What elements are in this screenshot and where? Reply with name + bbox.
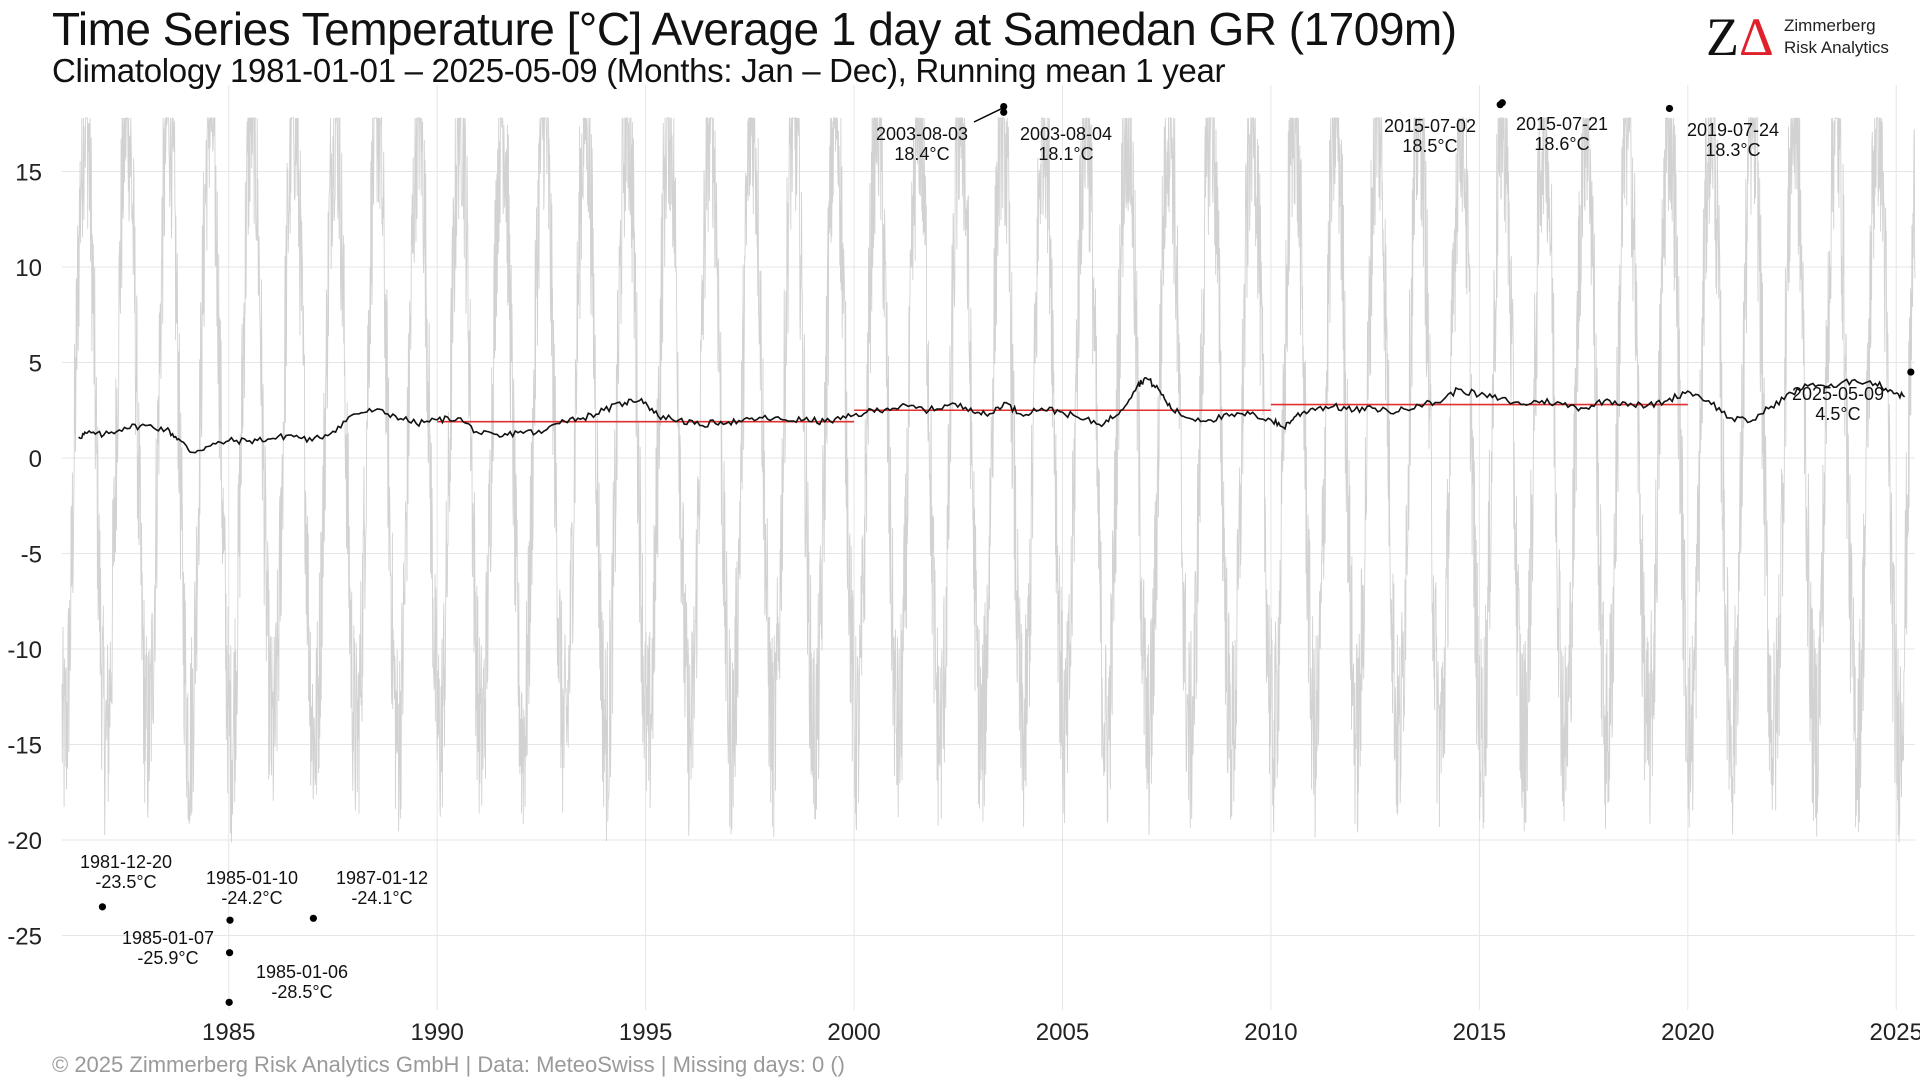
extreme-point — [226, 916, 234, 924]
y-tick-label: 10 — [15, 255, 42, 282]
annotation-date: 2003-08-04 — [1020, 124, 1112, 144]
y-tick-label: -5 — [21, 542, 42, 569]
annotation-value: 18.1°C — [1038, 144, 1093, 164]
daily-temperature-series — [61, 117, 1916, 843]
annotation-value: 18.3°C — [1705, 140, 1760, 160]
y-tick-label: 5 — [29, 351, 42, 378]
extreme-point — [1000, 108, 1008, 116]
y-tick-label: -25 — [7, 924, 42, 951]
extreme-point — [225, 998, 233, 1006]
y-tick-label: -15 — [7, 733, 42, 760]
extreme-point — [1907, 368, 1915, 376]
annotation-date: 2019-07-24 — [1687, 120, 1779, 140]
y-tick-label: -10 — [7, 637, 42, 664]
axis-tick-labels: -25 -20 -15 -10 -5 0 5 10 15 1985 1990 1995 2000 2005… — [7, 160, 1920, 1047]
y-tick-label: 0 — [29, 446, 42, 473]
daily-temperature-line — [61, 117, 1916, 843]
extreme-point — [1498, 99, 1506, 107]
annotation-date: 2015-07-02 — [1384, 116, 1476, 136]
logo-delta: Δ — [1739, 7, 1774, 67]
x-tick-label: 2015 — [1453, 1019, 1506, 1046]
chart-title: Time Series Temperature [°C] Average 1 d… — [52, 3, 1457, 55]
annotation-date: 1981-12-20 — [80, 852, 172, 872]
annotation-date: 2003-08-03 — [876, 124, 968, 144]
company-logo: ZΔ Zimmerberg Risk Analytics — [1706, 10, 1906, 64]
annotation-value: -28.5°C — [271, 982, 332, 1002]
annotation-value: 18.6°C — [1534, 134, 1589, 154]
extreme-annotations: 1981-12-20-23.5°C 1985-01-10-24.2°C 1987-0… — [80, 99, 1915, 1006]
annotation-date: 1985-01-06 — [256, 962, 348, 982]
footer-credits: © 2025 Zimmerberg Risk Analytics GmbH | … — [52, 1052, 845, 1077]
y-tick-label: -20 — [7, 828, 42, 855]
annotation-date: 1987-01-12 — [336, 868, 428, 888]
logo-text-line1: Zimmerberg — [1784, 16, 1876, 35]
x-tick-label: 2005 — [1036, 1019, 1089, 1046]
y-tick-label: 15 — [15, 160, 42, 187]
annotation-value: -25.9°C — [137, 948, 198, 968]
annotation-date: 1985-01-10 — [206, 868, 298, 888]
annotation-value: 4.5°C — [1815, 404, 1860, 424]
extreme-point — [309, 914, 317, 922]
x-tick-label: 2010 — [1244, 1019, 1297, 1046]
logo-text-line2: Risk Analytics — [1784, 38, 1889, 57]
x-tick-label: 1995 — [619, 1019, 672, 1046]
logo-z: Z — [1706, 7, 1739, 67]
extreme-point — [98, 903, 107, 911]
annotation-value: 18.5°C — [1402, 136, 1457, 156]
chart-subtitle: Climatology 1981-01-01 – 2025-05-09 (Mon… — [52, 52, 1226, 89]
annotation-date: 1985-01-07 — [122, 928, 214, 948]
annotation-value: -24.1°C — [351, 888, 412, 908]
x-tick-label: 2025 — [1870, 1019, 1920, 1046]
annotation-value: -23.5°C — [95, 872, 156, 892]
x-tick-label: 2020 — [1661, 1019, 1714, 1046]
logo-mark: ZΔ — [1706, 10, 1774, 64]
extreme-point — [1000, 102, 1008, 111]
extreme-point — [1665, 104, 1674, 113]
x-tick-label: 1985 — [202, 1019, 255, 1046]
x-tick-label: 1990 — [410, 1019, 463, 1046]
annotation-value: 18.4°C — [894, 144, 949, 164]
annotation-leader-line — [973, 107, 1003, 123]
annotation-date: 2025-05-09 — [1792, 384, 1884, 404]
annotation-date: 2015-07-21 — [1516, 114, 1608, 134]
extreme-point — [225, 949, 234, 957]
x-tick-label: 2000 — [827, 1019, 880, 1046]
running-mean-series — [78, 376, 1906, 454]
annotation-value: -24.2°C — [221, 888, 282, 908]
running-mean-line — [78, 376, 1906, 454]
